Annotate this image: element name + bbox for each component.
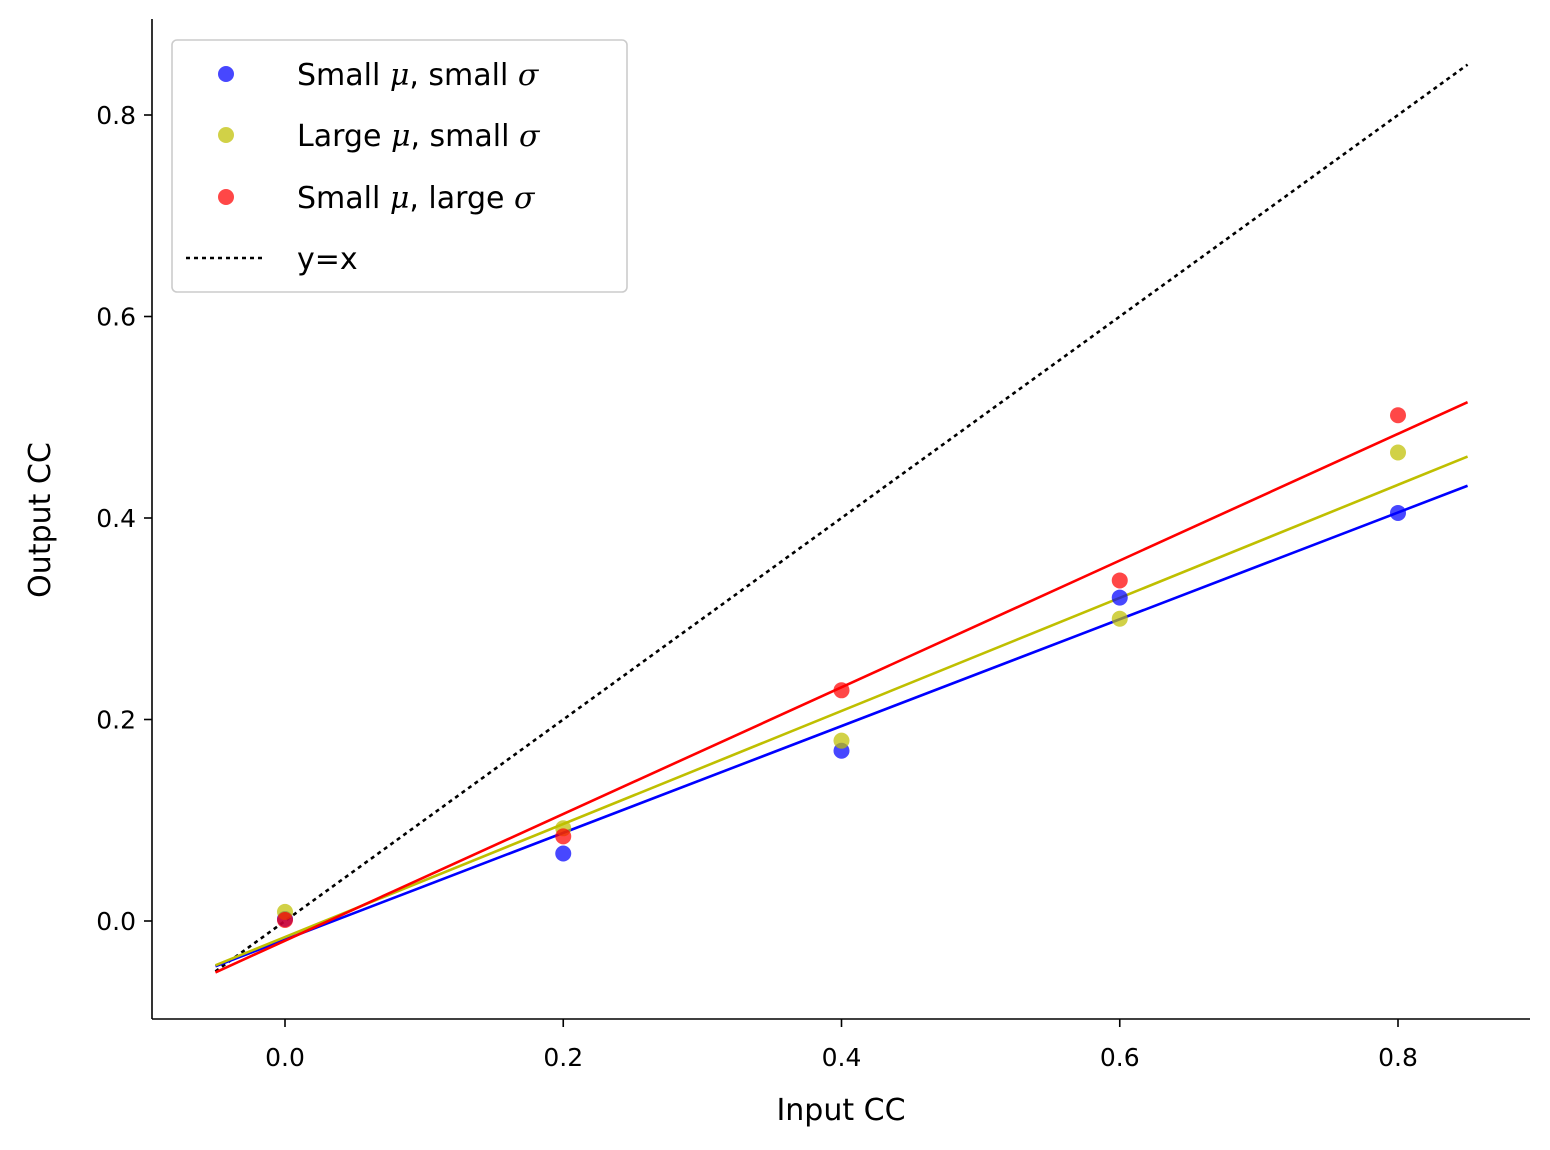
x-tick-label: 0.0	[265, 1043, 305, 1072]
x-ticks: 0.0 0.2 0.4 0.6 0.8	[265, 1019, 1418, 1072]
reference-line-y-equals-x	[214, 63, 1469, 973]
plot-area	[214, 63, 1469, 974]
legend-marker	[218, 127, 234, 143]
y-axis-label: Output CC	[23, 442, 58, 598]
data-point-series-3	[277, 911, 293, 928]
y-tick-label: 0.8	[96, 101, 136, 130]
fit-line-series-2	[214, 455, 1469, 967]
data-point-series-3	[1111, 572, 1128, 589]
legend-marker	[218, 66, 234, 82]
x-tick-label: 0.2	[543, 1043, 583, 1072]
x-axis-label: Input CC	[776, 1093, 905, 1128]
y-tick-label: 0.4	[96, 504, 136, 533]
data-point-series-1	[1111, 589, 1128, 606]
legend: Small μ, small σ Large μ, small σ Small μ,…	[171, 39, 628, 293]
y-tick-label: 0.6	[96, 303, 136, 332]
y-tick-label: 0.0	[96, 907, 136, 936]
data-point-series-2	[833, 732, 850, 749]
legend-box	[171, 39, 628, 293]
x-tick-label: 0.6	[1100, 1043, 1140, 1072]
legend-entry-label: Large μ, small σ	[297, 119, 541, 154]
y-tick-label: 0.2	[96, 706, 136, 735]
legend-entry-label: Small μ, large σ	[297, 181, 536, 216]
data-point-series-3	[1390, 407, 1406, 424]
data-point-series-1	[555, 845, 572, 862]
x-tick-label: 0.8	[1378, 1043, 1418, 1072]
data-point-series-3	[555, 828, 572, 845]
legend-entry-label: y=x	[297, 242, 358, 277]
fit-line-series-1	[214, 484, 1469, 968]
legend-marker	[218, 189, 234, 205]
x-tick-label: 0.4	[822, 1043, 862, 1072]
legend-entry-label: Small μ, small σ	[297, 58, 540, 93]
y-ticks: 0.0 0.2 0.4 0.6 0.8	[96, 101, 152, 936]
data-point-series-3	[833, 682, 850, 699]
data-point-series-2	[1111, 610, 1128, 627]
data-point-series-1	[1390, 504, 1406, 521]
data-point-series-2	[1390, 444, 1406, 461]
